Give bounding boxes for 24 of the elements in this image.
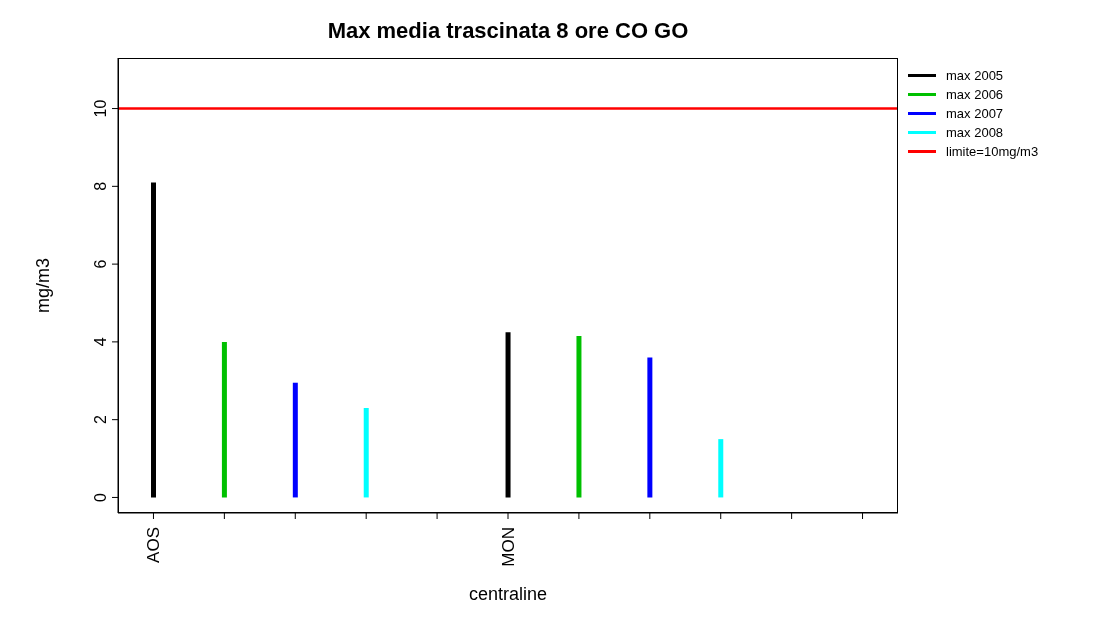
legend-label: max 2005 bbox=[945, 67, 1005, 85]
y-tick-label: 4 bbox=[92, 337, 109, 347]
x-tick-label: MON bbox=[499, 527, 518, 567]
legend-label: max 2008 bbox=[945, 124, 1005, 142]
y-tick-label: 10 bbox=[92, 99, 109, 118]
bar bbox=[576, 336, 582, 498]
bar bbox=[505, 332, 511, 498]
chart-title: Max media trascinata 8 ore CO GO bbox=[326, 18, 690, 44]
legend-label: max 2006 bbox=[945, 86, 1005, 104]
y-tick-label: 8 bbox=[92, 181, 109, 191]
legend-label: max 2007 bbox=[945, 105, 1005, 123]
bar bbox=[292, 382, 298, 498]
legend-label: limite=10mg/m3 bbox=[945, 143, 1039, 161]
bar bbox=[221, 341, 227, 498]
y-axis-title: mg/m3 bbox=[33, 257, 54, 314]
bar bbox=[363, 408, 369, 498]
x-tick-label: AOS bbox=[144, 527, 164, 563]
x-axis-title: centraline bbox=[467, 584, 548, 605]
bar bbox=[718, 439, 724, 498]
y-tick-label: 2 bbox=[92, 415, 109, 425]
bar bbox=[647, 357, 653, 498]
y-tick-label: 0 bbox=[92, 492, 109, 502]
y-tick-label: 6 bbox=[92, 259, 109, 269]
bar bbox=[151, 182, 156, 498]
